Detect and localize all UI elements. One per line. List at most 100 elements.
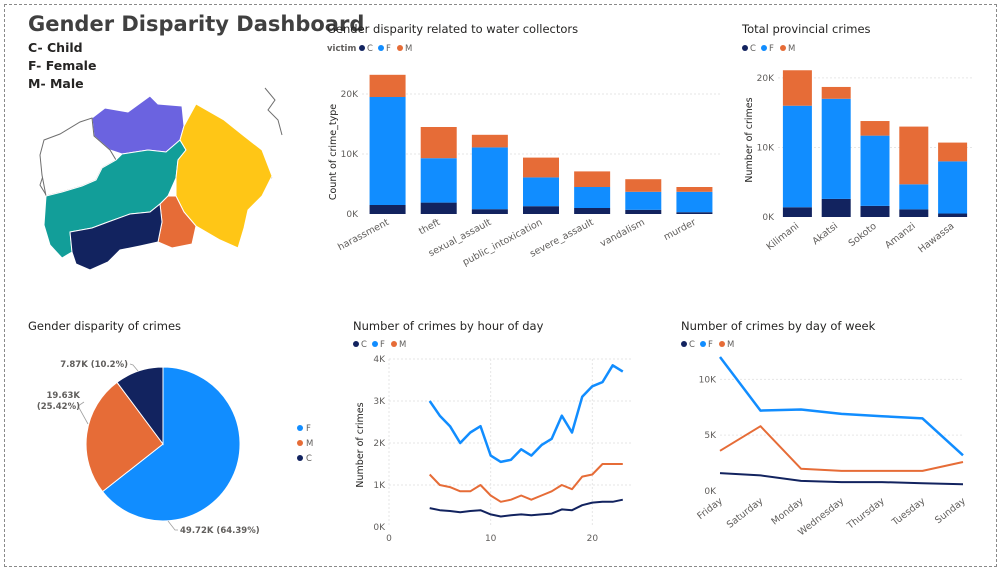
- water-bar-severe-assault-f[interactable]: [574, 187, 611, 208]
- provincial-y-axis-label: Number of crimes: [744, 97, 755, 182]
- pie-legend-dot-m: [297, 440, 303, 446]
- prov-bar-akatsi-f[interactable]: [821, 98, 851, 199]
- water-bar-harassment-c[interactable]: [369, 205, 406, 214]
- prov-bar-amanzi-m[interactable]: [899, 126, 929, 185]
- prov-bar-kilimani-m[interactable]: [782, 70, 812, 106]
- region-yellow[interactable]: [175, 103, 273, 249]
- dow-line-m[interactable]: [719, 425, 964, 472]
- water-bar-public-intoxication-f[interactable]: [523, 177, 559, 207]
- prov-bar-sokoto-f[interactable]: [860, 135, 890, 206]
- hour-legend-label-c[interactable]: C: [361, 340, 367, 350]
- water-bar-sexual-assault-f[interactable]: [471, 147, 508, 210]
- dow-legend-dot-m: [719, 341, 725, 347]
- pie-slice-m[interactable]: [85, 381, 164, 493]
- dow-legend-dot-c: [681, 341, 687, 347]
- dow-y-tick: 5K: [704, 431, 717, 441]
- dow-category-label: Friday: [695, 495, 725, 522]
- prov-bar-amanzi-f[interactable]: [899, 184, 929, 210]
- water-bar-severe-assault-c[interactable]: [574, 208, 611, 214]
- water-legend-label-f[interactable]: F: [386, 44, 391, 54]
- water-bar-public-intoxication-c[interactable]: [523, 206, 559, 214]
- hour-line-f[interactable]: [428, 364, 624, 464]
- prov-bar-hawassa-c[interactable]: [938, 213, 968, 217]
- hour-line-c[interactable]: [429, 498, 624, 518]
- dow-legend-label-f[interactable]: F: [708, 340, 713, 350]
- provincial-legend-label-m[interactable]: M: [788, 44, 795, 54]
- hour-legend-dot-f: [372, 341, 378, 347]
- water-bar-vandalism-m[interactable]: [625, 179, 662, 192]
- pie-data-label: 7.87K (10.2%): [60, 360, 128, 370]
- water-bar-murder-m[interactable]: [676, 187, 713, 192]
- pie-legend-label-c[interactable]: C: [306, 454, 312, 464]
- water-bar-vandalism-c[interactable]: [625, 209, 662, 214]
- hour-lines[interactable]: [428, 364, 624, 518]
- water-y-tick: 20K: [341, 90, 359, 100]
- provincial-legend-label-c[interactable]: C: [750, 44, 756, 54]
- water-bars[interactable]: [369, 74, 713, 214]
- water-bar-public-intoxication-m[interactable]: [523, 157, 559, 178]
- region-navy[interactable]: [69, 203, 163, 271]
- pie-slices[interactable]: [85, 366, 241, 522]
- pie-legend[interactable]: FMC: [297, 424, 313, 464]
- prov-bar-sokoto-m[interactable]: [860, 121, 890, 136]
- dow-category-label: Sunday: [933, 495, 968, 526]
- pie-legend-dot-f: [297, 425, 303, 431]
- prov-bar-akatsi-m[interactable]: [821, 86, 851, 99]
- water-y-axis-label: Count of crime_type: [328, 104, 339, 200]
- pie-legend-label-m[interactable]: M: [306, 439, 313, 449]
- water-legend-dot-f: [378, 45, 384, 51]
- dow-lines[interactable]: [719, 356, 964, 486]
- water-bar-harassment-m[interactable]: [369, 74, 406, 97]
- dow-line-c[interactable]: [719, 472, 964, 486]
- region-map[interactable]: [39, 87, 283, 271]
- water-bar-theft-f[interactable]: [420, 158, 457, 203]
- provincial-bars[interactable]: [782, 70, 968, 217]
- water-bar-theft-m[interactable]: [420, 127, 457, 159]
- water-legend-label-m[interactable]: M: [405, 44, 412, 54]
- water-bar-vandalism-f[interactable]: [625, 191, 662, 210]
- prov-bar-sokoto-c[interactable]: [860, 205, 890, 217]
- pie-chart-title: Gender disparity of crimes: [28, 319, 181, 333]
- hour-legend-label-m[interactable]: M: [399, 340, 406, 350]
- prov-bar-akatsi-c[interactable]: [821, 198, 851, 217]
- hour-line-m[interactable]: [428, 463, 623, 503]
- prov-bar-hawassa-f[interactable]: [938, 161, 968, 214]
- hour-legend-label-f[interactable]: F: [380, 340, 385, 350]
- water-bar-harassment-f[interactable]: [369, 97, 406, 205]
- prov-category-label: Hawassa: [916, 221, 956, 256]
- hour-y-tick: 4K: [373, 355, 386, 365]
- water-bar-sexual-assault-c[interactable]: [471, 209, 508, 214]
- region-purple[interactable]: [91, 95, 185, 155]
- water-bar-murder-f[interactable]: [676, 191, 713, 213]
- prov-bar-amanzi-c[interactable]: [899, 209, 929, 217]
- water-y-tick: 10K: [341, 150, 359, 160]
- water-bar-murder-c[interactable]: [676, 212, 713, 214]
- provincial-legend-label-f[interactable]: F: [769, 44, 774, 54]
- dow-legend-label-m[interactable]: M: [727, 340, 734, 350]
- pie-data-label-percent: (25.42%): [37, 402, 80, 412]
- pie-slice-c[interactable]: [116, 366, 164, 446]
- water-y-tick: 0K: [346, 210, 359, 220]
- pie-legend-dot-c: [297, 455, 303, 461]
- water-legend-label-c[interactable]: C: [367, 44, 373, 54]
- hour-x-tick: 10: [485, 534, 497, 544]
- water-bar-theft-c[interactable]: [420, 202, 457, 214]
- prov-bar-kilimani-f[interactable]: [782, 105, 812, 208]
- dow-category-label: Thursday: [844, 495, 887, 532]
- water-bar-sexual-assault-m[interactable]: [471, 134, 508, 148]
- prov-bar-hawassa-m[interactable]: [938, 142, 968, 162]
- prov-bar-kilimani-c[interactable]: [782, 207, 812, 217]
- pie-legend-label-f[interactable]: F: [306, 424, 311, 434]
- pie-leader-line: [129, 363, 139, 372]
- hour-y-tick: 2K: [373, 439, 386, 449]
- provincial-chart: Total provincial crimes C F M Number of cr…: [741, 22, 972, 255]
- dow-line-f[interactable]: [719, 356, 964, 457]
- pie-slice-f[interactable]: [101, 366, 241, 522]
- water-bar-severe-assault-m[interactable]: [574, 171, 611, 187]
- dow-legend-label-c[interactable]: C: [689, 340, 695, 350]
- dow-category-label: Tuesday: [889, 495, 927, 528]
